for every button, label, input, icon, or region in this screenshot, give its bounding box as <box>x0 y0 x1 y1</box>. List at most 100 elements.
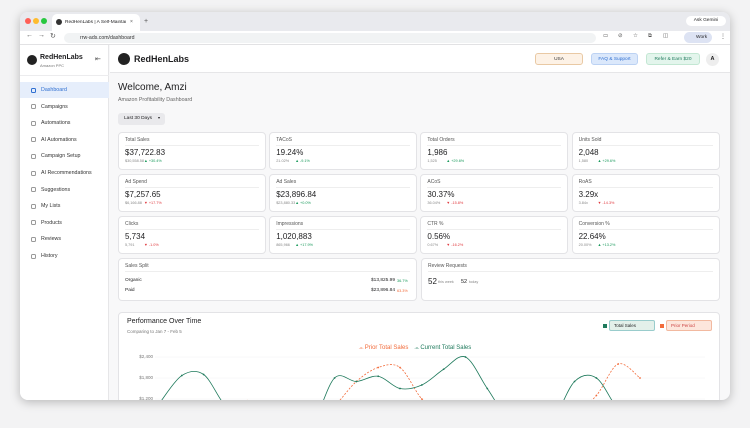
avatar[interactable]: A <box>706 53 719 66</box>
review-label: this week <box>438 280 454 284</box>
card-divider <box>276 229 411 230</box>
toolbar-icon[interactable]: ◫ <box>663 33 669 39</box>
legend-item[interactable]: -o- Current Total Sales <box>414 345 471 351</box>
card <box>118 132 266 170</box>
data-point <box>399 387 401 390</box>
nav-item[interactable]: Suggestions <box>41 186 71 193</box>
card-divider <box>125 229 259 230</box>
window-button[interactable] <box>25 18 31 24</box>
welcome-title: Welcome, Amzi <box>118 82 187 93</box>
window-button[interactable] <box>33 18 39 24</box>
split-value: $23,896.84 <box>370 288 395 293</box>
nav-item[interactable]: History <box>41 253 58 259</box>
nav-button[interactable]: → <box>38 32 45 39</box>
toolbar-icon[interactable]: ☆ <box>633 33 638 39</box>
nav-button[interactable]: ↻ <box>50 33 56 40</box>
metric-change: ▲ +13.2% <box>597 243 616 247</box>
toolbar-icon[interactable]: ⧉ <box>648 33 652 39</box>
legend-item[interactable]: -o- Prior Total Sales <box>359 345 409 351</box>
y-tick-label: $1,200 <box>139 396 153 400</box>
metric-label: Ad Sales <box>276 179 297 185</box>
metric-change: ▲ +29.6% <box>446 159 465 163</box>
nav-icon <box>30 137 36 143</box>
nav-active-bg <box>20 82 109 98</box>
nav-icon <box>30 203 36 209</box>
line-chart: $1,200 $1,800 $2,400 <box>139 354 705 400</box>
browser-window: RedHenLabs | A Self-Maintai × + Ask Gemini ←… <box>20 12 730 400</box>
nav-item[interactable]: Products <box>41 219 62 226</box>
card-divider <box>427 229 562 230</box>
metric-label: Units Sold <box>578 137 602 143</box>
metric-label: TACoS <box>276 137 292 143</box>
card-title: Review Requests <box>428 263 467 269</box>
data-point <box>399 366 401 369</box>
sidebar-brand: RedHenLabs <box>40 54 83 61</box>
address-bar[interactable] <box>64 33 596 43</box>
metric-change: ▼ -14.3% <box>597 201 615 205</box>
split-share: 63.3% <box>397 288 408 293</box>
nav-icon <box>30 120 36 126</box>
nav-item[interactable]: Automations <box>41 120 71 127</box>
chart-title: Performance Over Time <box>127 318 202 325</box>
nav-item[interactable]: Dashboard <box>41 87 67 93</box>
metric-value: $23,896.84 <box>276 190 317 199</box>
collapse[interactable]: ⇤ <box>95 56 101 63</box>
card <box>420 174 569 212</box>
data-point <box>486 387 489 390</box>
data-point <box>420 398 423 400</box>
card-divider <box>125 187 259 188</box>
nav-item[interactable]: Campaign Setup <box>41 153 81 160</box>
comparison-select[interactable]: Prior Period <box>666 320 712 331</box>
nav-icon <box>30 87 36 93</box>
data-point <box>333 377 336 379</box>
metric-select[interactable]: Total Sales <box>609 320 655 331</box>
metric-change: ▲ +30.4% <box>144 159 162 163</box>
card <box>571 132 720 170</box>
data-point <box>573 380 576 383</box>
metric-value: 5,734 <box>125 232 146 241</box>
tab[interactable] <box>52 14 140 31</box>
data-point <box>639 377 641 379</box>
range-select[interactable]: Last 30 Days <box>118 113 165 125</box>
window-button[interactable] <box>41 18 47 24</box>
review-label: today <box>469 280 479 284</box>
nav-icon <box>30 220 36 226</box>
menu[interactable]: ⋮ <box>720 34 726 40</box>
metric-previous: 865,966 <box>276 243 290 247</box>
tab-close[interactable]: × <box>130 18 133 25</box>
nav-item[interactable]: Campaigns <box>41 103 68 110</box>
nav-item[interactable]: AI Automations <box>41 136 77 143</box>
metric-label: Impressions <box>276 221 304 227</box>
header-button[interactable]: FAQ & Support <box>591 53 638 65</box>
data-point <box>442 368 445 371</box>
metric-change: ▼ -1.0% <box>144 243 159 247</box>
nav-item[interactable]: Reviews <box>41 236 62 243</box>
review-count: 52 <box>461 278 468 285</box>
toolbar-icon[interactable]: ▭ <box>603 33 609 39</box>
metric-previous: 5,791 <box>125 243 135 247</box>
ask-gemini[interactable]: Ask Gemini <box>686 16 726 26</box>
header-button[interactable]: USA <box>535 53 583 65</box>
y-tick-label: $1,800 <box>139 375 153 380</box>
new-tab[interactable]: + <box>144 17 149 25</box>
card <box>118 258 417 301</box>
url: rrw-ads.com/dashboard <box>80 35 135 41</box>
metric-previous: $30,558.58 <box>125 159 145 163</box>
card-divider <box>578 145 713 146</box>
data-point <box>202 373 205 376</box>
metric-change: ▲ +29.6% <box>597 159 616 163</box>
nav-icon <box>30 170 36 176</box>
nav-item[interactable]: My Lists <box>41 203 61 210</box>
select-caret: ▾ <box>158 115 161 120</box>
split-label: Paid <box>125 288 135 293</box>
legend-label: Current Total Sales <box>420 345 472 351</box>
metric-value: 3.29x <box>578 190 599 199</box>
card <box>269 174 418 212</box>
profile[interactable]: Work <box>684 32 712 43</box>
header-button[interactable]: Refer & Earn $20 <box>646 53 700 65</box>
tab-title: RedHenLabs | A Self-Maintai <box>65 19 127 25</box>
chart-subtitle: Comparing to Jan 7 - Feb 5 <box>127 328 182 334</box>
nav-button[interactable]: ← <box>26 32 33 39</box>
toolbar-icon[interactable]: ⊘ <box>618 33 623 39</box>
nav-item[interactable]: AI Recommendations <box>41 170 92 176</box>
